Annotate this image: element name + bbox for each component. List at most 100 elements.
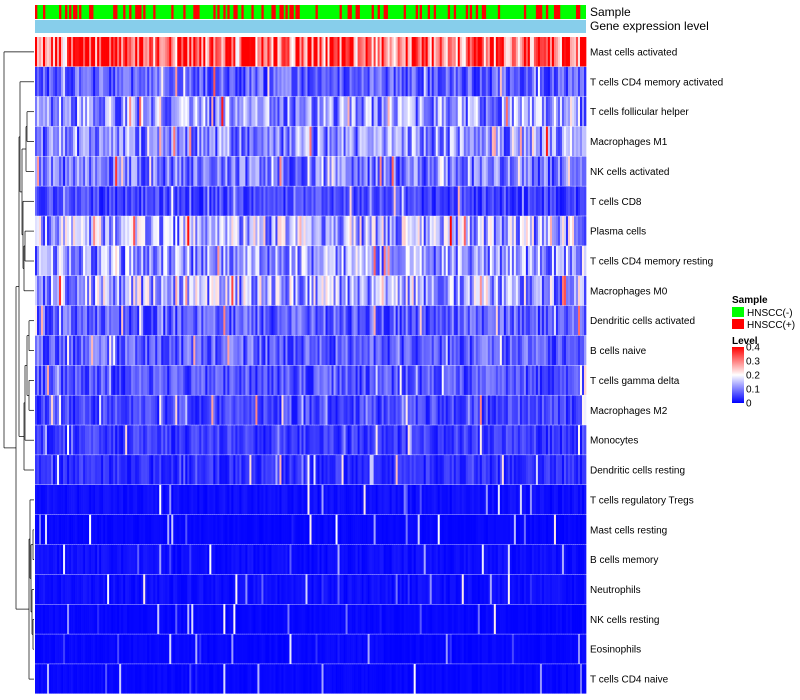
heatmap-cell	[161, 216, 164, 246]
heatmap-cell	[281, 156, 284, 186]
heatmap-cell	[295, 37, 298, 67]
heatmap-cell	[453, 126, 457, 157]
heatmap-cell	[239, 126, 242, 157]
heatmap-cell	[211, 275, 214, 306]
heatmap-cell	[91, 216, 94, 246]
heatmap-cell	[575, 216, 579, 246]
heatmap-cell	[429, 484, 433, 515]
heatmap-cell	[329, 544, 332, 575]
heatmap-cell	[43, 335, 46, 366]
heatmap-cell	[83, 186, 86, 216]
heatmap-cell	[513, 365, 517, 395]
heatmap-cell	[409, 365, 413, 395]
heatmap-cell	[433, 186, 437, 216]
heatmap-cell	[417, 425, 421, 455]
heatmap-cell	[295, 126, 298, 157]
heatmap-cell	[527, 335, 531, 366]
heatmap-cell	[135, 246, 138, 276]
heatmap-cell	[449, 395, 453, 425]
heatmap-cell	[403, 305, 407, 336]
heatmap-cell	[315, 246, 318, 276]
heatmap-cell	[573, 216, 577, 246]
heatmap-cell	[581, 126, 585, 157]
heatmap-cell	[347, 365, 350, 395]
heatmap-cell	[435, 365, 439, 395]
heatmap-cell	[219, 305, 222, 336]
heatmap-cell	[463, 37, 467, 67]
heatmap-cell	[137, 186, 140, 216]
heatmap-cell	[365, 186, 368, 216]
heatmap-cell	[103, 275, 106, 306]
heatmap-cell	[461, 66, 465, 97]
heatmap-cell	[455, 514, 459, 545]
sample-cell	[483, 5, 487, 19]
heatmap-cell	[543, 335, 547, 366]
heatmap-cell	[231, 484, 234, 515]
heatmap-cell	[401, 96, 405, 127]
heatmap-cell	[463, 455, 467, 485]
heatmap-cell	[63, 186, 66, 216]
heatmap-cell	[87, 186, 90, 216]
heatmap-cell	[179, 514, 182, 545]
heatmap-cell	[285, 126, 288, 157]
heatmap-cell	[539, 455, 543, 485]
heatmap-cell	[211, 37, 214, 67]
heatmap-cell	[457, 395, 461, 425]
heatmap-cell	[549, 186, 553, 216]
heatmap-cell	[117, 544, 120, 575]
heatmap-cell	[475, 246, 479, 276]
heatmap-cell	[445, 66, 449, 97]
heatmap-cell	[379, 514, 382, 545]
heatmap-cell	[527, 514, 531, 545]
heatmap-cell	[295, 544, 298, 575]
heatmap-cell	[441, 216, 445, 246]
heatmap-cell	[223, 246, 226, 276]
heatmap-cell	[285, 66, 288, 97]
heatmap-cell	[155, 246, 158, 276]
heatmap-cell	[265, 544, 268, 575]
heatmap-cell	[255, 425, 258, 455]
heatmap-cell	[79, 66, 82, 97]
heatmap-cell	[111, 96, 114, 127]
heatmap-cell	[529, 275, 533, 306]
heatmap-cell	[221, 246, 224, 276]
heatmap-cell	[61, 275, 64, 306]
heatmap-cell	[403, 37, 407, 67]
heatmap-cell	[359, 544, 362, 575]
heatmap-cell	[323, 335, 326, 366]
heatmap-cell	[249, 186, 252, 216]
heatmap-cell	[545, 335, 549, 366]
heatmap-cell	[427, 126, 431, 157]
heatmap-cell	[319, 484, 322, 515]
heatmap-cell	[427, 484, 431, 515]
heatmap-cell	[287, 275, 290, 306]
heatmap-cell	[165, 425, 168, 455]
heatmap-cell	[481, 37, 485, 67]
heatmap-cell	[139, 156, 142, 186]
heatmap-cell	[183, 66, 186, 97]
heatmap-cell	[221, 335, 224, 366]
heatmap-cell	[109, 216, 112, 246]
heatmap-cell	[565, 395, 569, 425]
heatmap-cell	[485, 455, 489, 485]
heatmap-cell	[137, 216, 140, 246]
heatmap-cell	[143, 455, 146, 485]
heatmap-cell	[93, 425, 96, 455]
heatmap-cell	[161, 275, 164, 306]
heatmap-cell	[39, 365, 42, 395]
heatmap-cell	[67, 305, 70, 336]
heatmap-cell	[285, 216, 288, 246]
heatmap-cell	[559, 216, 563, 246]
heatmap-cell	[253, 484, 256, 515]
heatmap-cell	[353, 425, 356, 455]
heatmap-cell	[453, 365, 457, 395]
heatmap-cell	[137, 395, 140, 425]
heatmap-cell	[509, 484, 513, 515]
heatmap-cell	[81, 544, 84, 575]
heatmap-cell	[245, 365, 248, 395]
sample-cell	[235, 5, 238, 19]
heatmap-cell	[59, 156, 62, 186]
heatmap-cell	[553, 514, 557, 545]
heatmap-cell	[349, 455, 352, 485]
heatmap-cell	[369, 425, 372, 455]
